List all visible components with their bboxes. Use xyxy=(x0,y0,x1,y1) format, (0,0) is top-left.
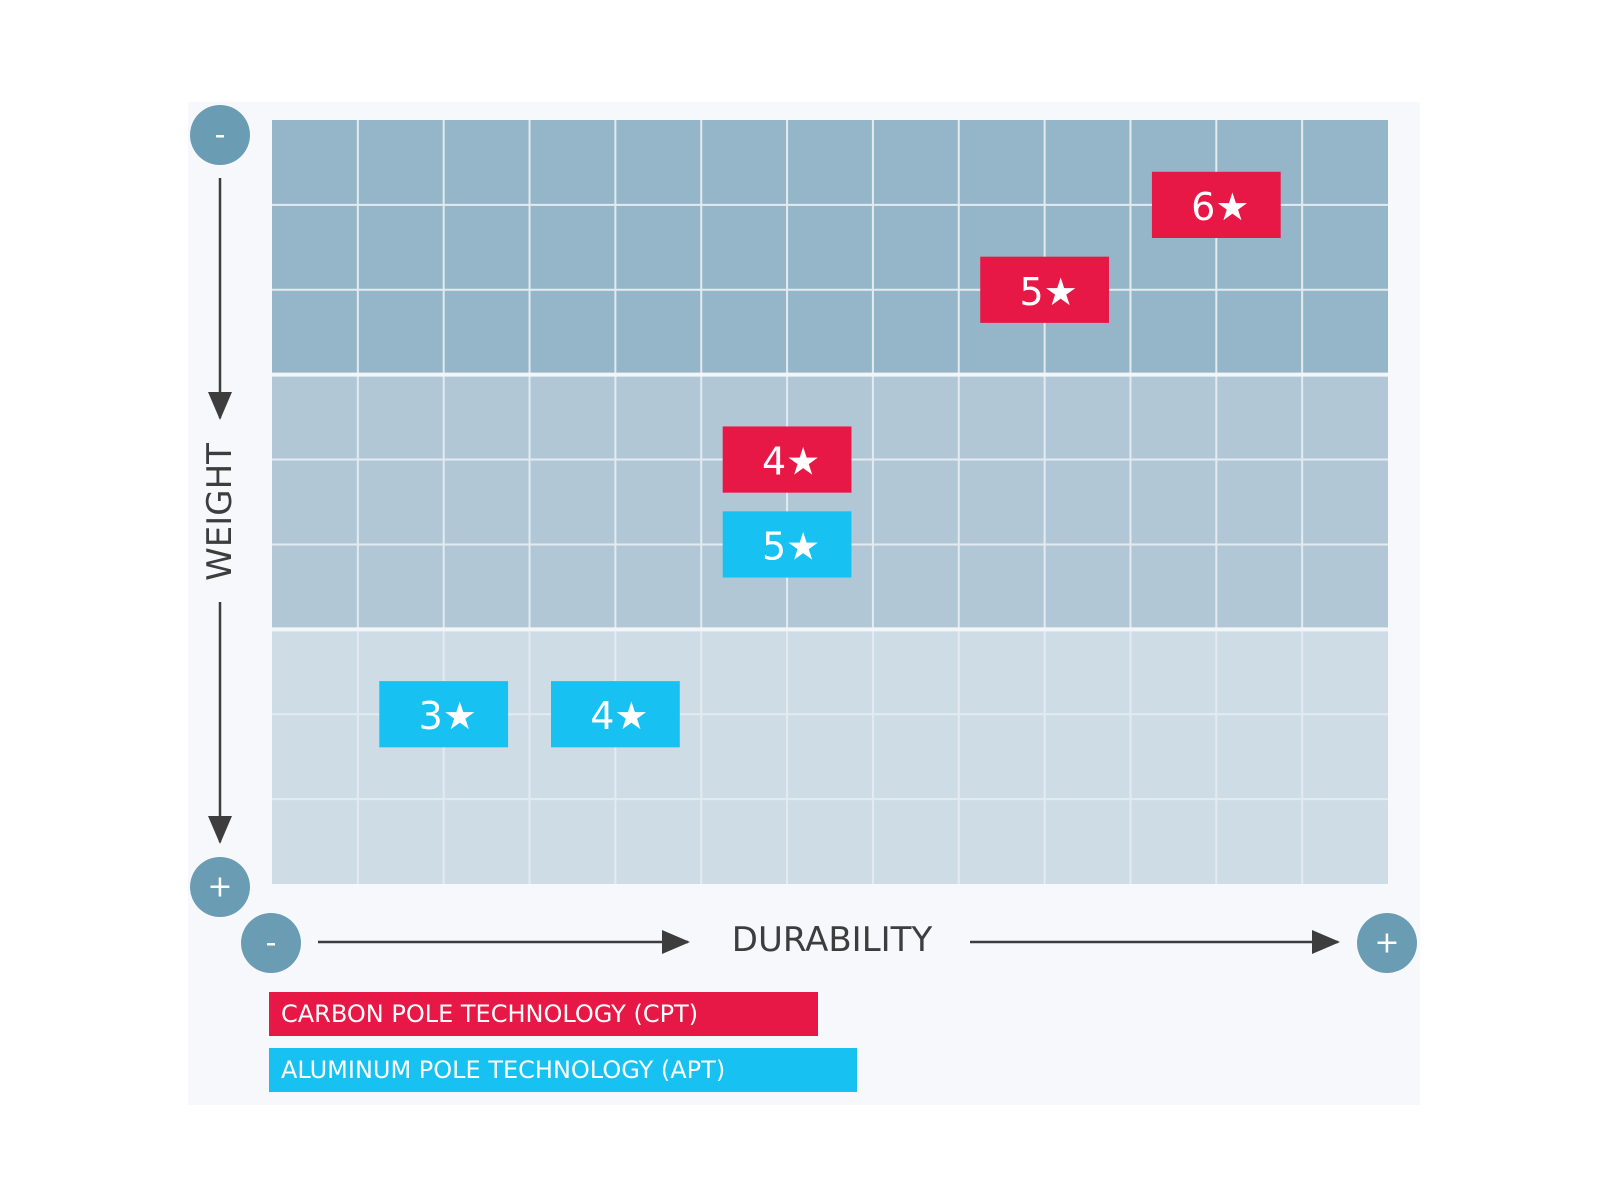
x-axis-arrowhead-left xyxy=(662,930,690,954)
y-axis-max-label: + xyxy=(207,870,232,905)
data-point-box xyxy=(722,511,852,578)
data-point-cpt: 5★ xyxy=(980,256,1109,323)
x-axis-title: DURABILITY xyxy=(732,920,933,960)
y-axis: - WEIGHT + xyxy=(190,105,250,917)
data-marks: 6★ 5★ 4★ 5★ 3★ 4★ xyxy=(379,171,1281,748)
y-axis-max-circle xyxy=(190,857,250,917)
data-point-box xyxy=(379,681,509,748)
y-axis-arrowhead-upper xyxy=(208,392,232,420)
plot-bands xyxy=(272,120,1388,884)
data-point-label: 5★ xyxy=(1019,270,1077,314)
data-point-apt: 4★ xyxy=(551,681,680,748)
data-point-cpt: 4★ xyxy=(722,426,852,493)
band-3 xyxy=(272,629,1388,884)
x-axis-min-label: - xyxy=(266,926,277,961)
data-point-apt: 5★ xyxy=(722,511,852,578)
data-point-box xyxy=(722,426,852,493)
data-point-label: 6★ xyxy=(1191,185,1249,229)
x-axis: - DURABILITY + xyxy=(241,913,1417,973)
data-point-box xyxy=(980,256,1109,323)
band-1 xyxy=(272,120,1388,375)
data-point-cpt: 6★ xyxy=(1151,171,1281,238)
x-axis-arrowhead-right xyxy=(1312,930,1340,954)
legend-item-apt: ALUMINUM POLE TECHNOLOGY (APT) xyxy=(269,1048,857,1092)
data-point-label: 4★ xyxy=(590,694,648,738)
y-axis-arrowhead-lower xyxy=(208,816,232,844)
x-axis-max-label: + xyxy=(1374,926,1399,961)
x-axis-max-circle xyxy=(1357,913,1417,973)
plot-grid xyxy=(272,120,1388,884)
y-axis-title: WEIGHT xyxy=(200,443,240,581)
band-2 xyxy=(272,374,1388,630)
x-axis-min-circle xyxy=(241,913,301,973)
legend-item-cpt: CARBON POLE TECHNOLOGY (CPT) xyxy=(269,992,818,1036)
data-point-label: 5★ xyxy=(762,524,820,568)
data-point-label: 3★ xyxy=(419,694,477,738)
data-point-apt: 3★ xyxy=(379,681,509,748)
data-point-box xyxy=(551,681,680,748)
y-axis-min-label: - xyxy=(215,118,226,153)
y-axis-min-circle xyxy=(190,105,250,165)
data-point-label: 4★ xyxy=(762,440,820,484)
data-point-box xyxy=(1151,171,1281,238)
